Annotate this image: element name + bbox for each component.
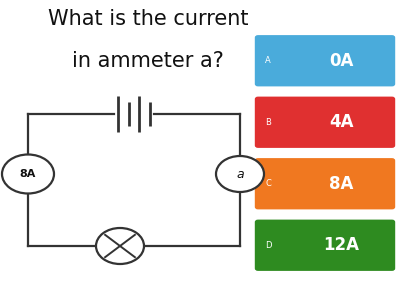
Text: B: B bbox=[265, 118, 271, 127]
Text: A: A bbox=[265, 56, 271, 65]
Text: 0A: 0A bbox=[329, 52, 353, 70]
FancyBboxPatch shape bbox=[255, 158, 395, 209]
Circle shape bbox=[216, 156, 264, 192]
Text: 8A: 8A bbox=[329, 175, 353, 193]
Text: D: D bbox=[265, 241, 271, 250]
Text: 4A: 4A bbox=[329, 113, 353, 131]
Text: in ammeter a?: in ammeter a? bbox=[72, 51, 224, 71]
Circle shape bbox=[96, 228, 144, 264]
Text: a: a bbox=[236, 167, 244, 181]
Text: 8A: 8A bbox=[20, 169, 36, 179]
FancyBboxPatch shape bbox=[255, 97, 395, 148]
FancyBboxPatch shape bbox=[255, 220, 395, 271]
FancyBboxPatch shape bbox=[255, 35, 395, 86]
Circle shape bbox=[2, 154, 54, 194]
Text: What is the current: What is the current bbox=[48, 9, 248, 29]
Text: 12A: 12A bbox=[323, 236, 359, 254]
Text: C: C bbox=[265, 179, 271, 188]
